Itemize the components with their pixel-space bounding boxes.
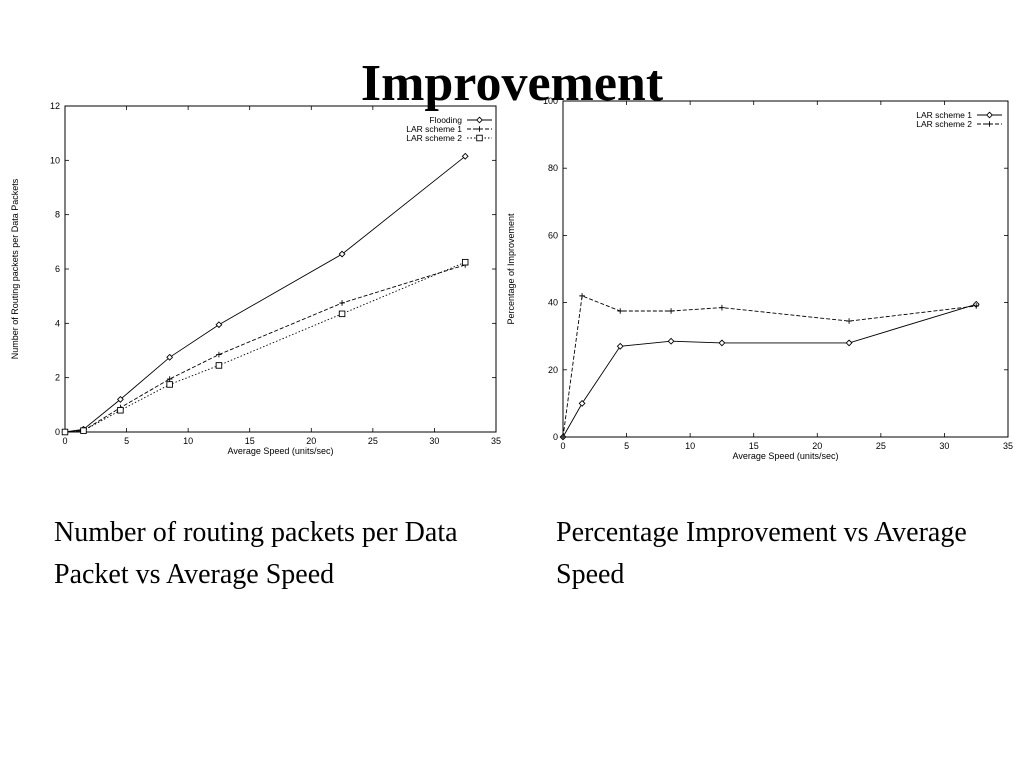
y-tick-label: 60 xyxy=(548,230,558,240)
y-axis-label: Percentage of Improvement xyxy=(506,213,516,325)
series-0 xyxy=(61,152,469,436)
legend-label: Flooding xyxy=(429,115,462,125)
y-tick-label: 80 xyxy=(548,163,558,173)
x-axis-label: Average Speed (units/sec) xyxy=(228,446,334,456)
data-point xyxy=(339,300,345,306)
x-tick-label: 25 xyxy=(876,441,886,451)
x-tick-label: 25 xyxy=(368,436,378,446)
data-point xyxy=(616,342,624,350)
x-tick-label: 20 xyxy=(306,436,316,446)
slide-title: Improvement xyxy=(360,54,664,112)
x-tick-label: 20 xyxy=(812,441,822,451)
legend-label: LAR scheme 2 xyxy=(916,119,972,129)
x-tick-label: 35 xyxy=(491,436,501,446)
data-point xyxy=(719,304,725,311)
y-tick-label: 0 xyxy=(55,427,60,437)
data-point xyxy=(667,337,675,345)
x-tick-label: 10 xyxy=(183,436,193,446)
data-point xyxy=(461,258,469,266)
x-tick-label: 5 xyxy=(624,441,629,451)
series-line xyxy=(64,155,466,433)
legend-marker xyxy=(986,121,993,127)
y-tick-label: 4 xyxy=(55,318,60,328)
series-1 xyxy=(560,293,980,440)
series-line xyxy=(562,295,977,438)
x-tick-label: 5 xyxy=(124,436,129,446)
data-point xyxy=(338,310,346,318)
data-point xyxy=(579,293,585,299)
data-point xyxy=(215,321,223,329)
data-point xyxy=(338,250,346,258)
data-point xyxy=(560,434,566,440)
legend-marker xyxy=(476,116,483,124)
legend-marker xyxy=(476,126,483,132)
data-point xyxy=(461,152,469,160)
data-point xyxy=(578,399,586,407)
y-tick-label: 2 xyxy=(55,373,60,383)
data-point xyxy=(80,427,87,434)
improvement-chart: 0 5 10 15 20 25 30 35 0 20 40 60 80 100 Average Speed … xyxy=(506,96,1013,461)
data-point xyxy=(718,339,726,347)
y-tick-label: 0 xyxy=(553,432,558,442)
y-tick-label: 100 xyxy=(543,96,558,106)
x-tick-label: 0 xyxy=(560,441,565,451)
y-tick-label: 12 xyxy=(50,101,60,111)
data-point xyxy=(216,351,222,358)
y-tick-label: 10 xyxy=(50,155,60,165)
data-point xyxy=(215,362,223,369)
y-tick-label: 40 xyxy=(548,298,558,308)
y-axis-label: Number of Routing packets per Data Packe… xyxy=(10,178,20,359)
routing-packets-chart: 0 5 10 15 20 25 30 35 0 2 4 6 8 10 12 Average Speed (un… xyxy=(10,101,501,456)
legend-marker xyxy=(476,134,483,142)
legend-marker xyxy=(986,111,993,119)
series-line xyxy=(64,264,466,433)
plot-frame xyxy=(64,105,497,433)
caption-routing-packets: Number of routing packets per Data Packe… xyxy=(54,517,458,590)
y-tick-label: 20 xyxy=(548,365,558,375)
data-point xyxy=(846,318,852,324)
series-line xyxy=(562,303,977,438)
x-tick-label: 15 xyxy=(245,436,255,446)
data-point xyxy=(166,376,173,382)
legend-label: LAR scheme 2 xyxy=(406,133,462,143)
data-point xyxy=(117,407,124,414)
data-point xyxy=(166,353,174,361)
x-tick-label: 10 xyxy=(685,441,695,451)
x-tick-label: 30 xyxy=(939,441,949,451)
series-2 xyxy=(61,258,469,436)
x-axis-label: Average Speed (units/sec) xyxy=(733,451,839,461)
x-tick-label: 0 xyxy=(62,436,67,446)
data-point xyxy=(116,395,124,403)
y-tick-label: 6 xyxy=(55,264,60,274)
x-tick-label: 15 xyxy=(749,441,759,451)
x-tick-label: 30 xyxy=(429,436,439,446)
data-point xyxy=(668,308,674,314)
data-point xyxy=(61,428,69,436)
data-point xyxy=(973,303,980,309)
plot-frame xyxy=(562,100,1009,438)
series-line xyxy=(64,261,466,433)
legend-label: LAR scheme 1 xyxy=(916,110,972,120)
data-point xyxy=(845,339,853,347)
y-tick-label: 8 xyxy=(55,210,60,220)
data-point xyxy=(166,381,173,388)
caption-improvement: Percentage Improvement vs Average Speed xyxy=(556,517,967,590)
x-tick-label: 35 xyxy=(1003,441,1013,451)
legend-label: LAR scheme 1 xyxy=(406,124,462,134)
series-0 xyxy=(559,300,980,441)
data-point xyxy=(617,308,624,314)
